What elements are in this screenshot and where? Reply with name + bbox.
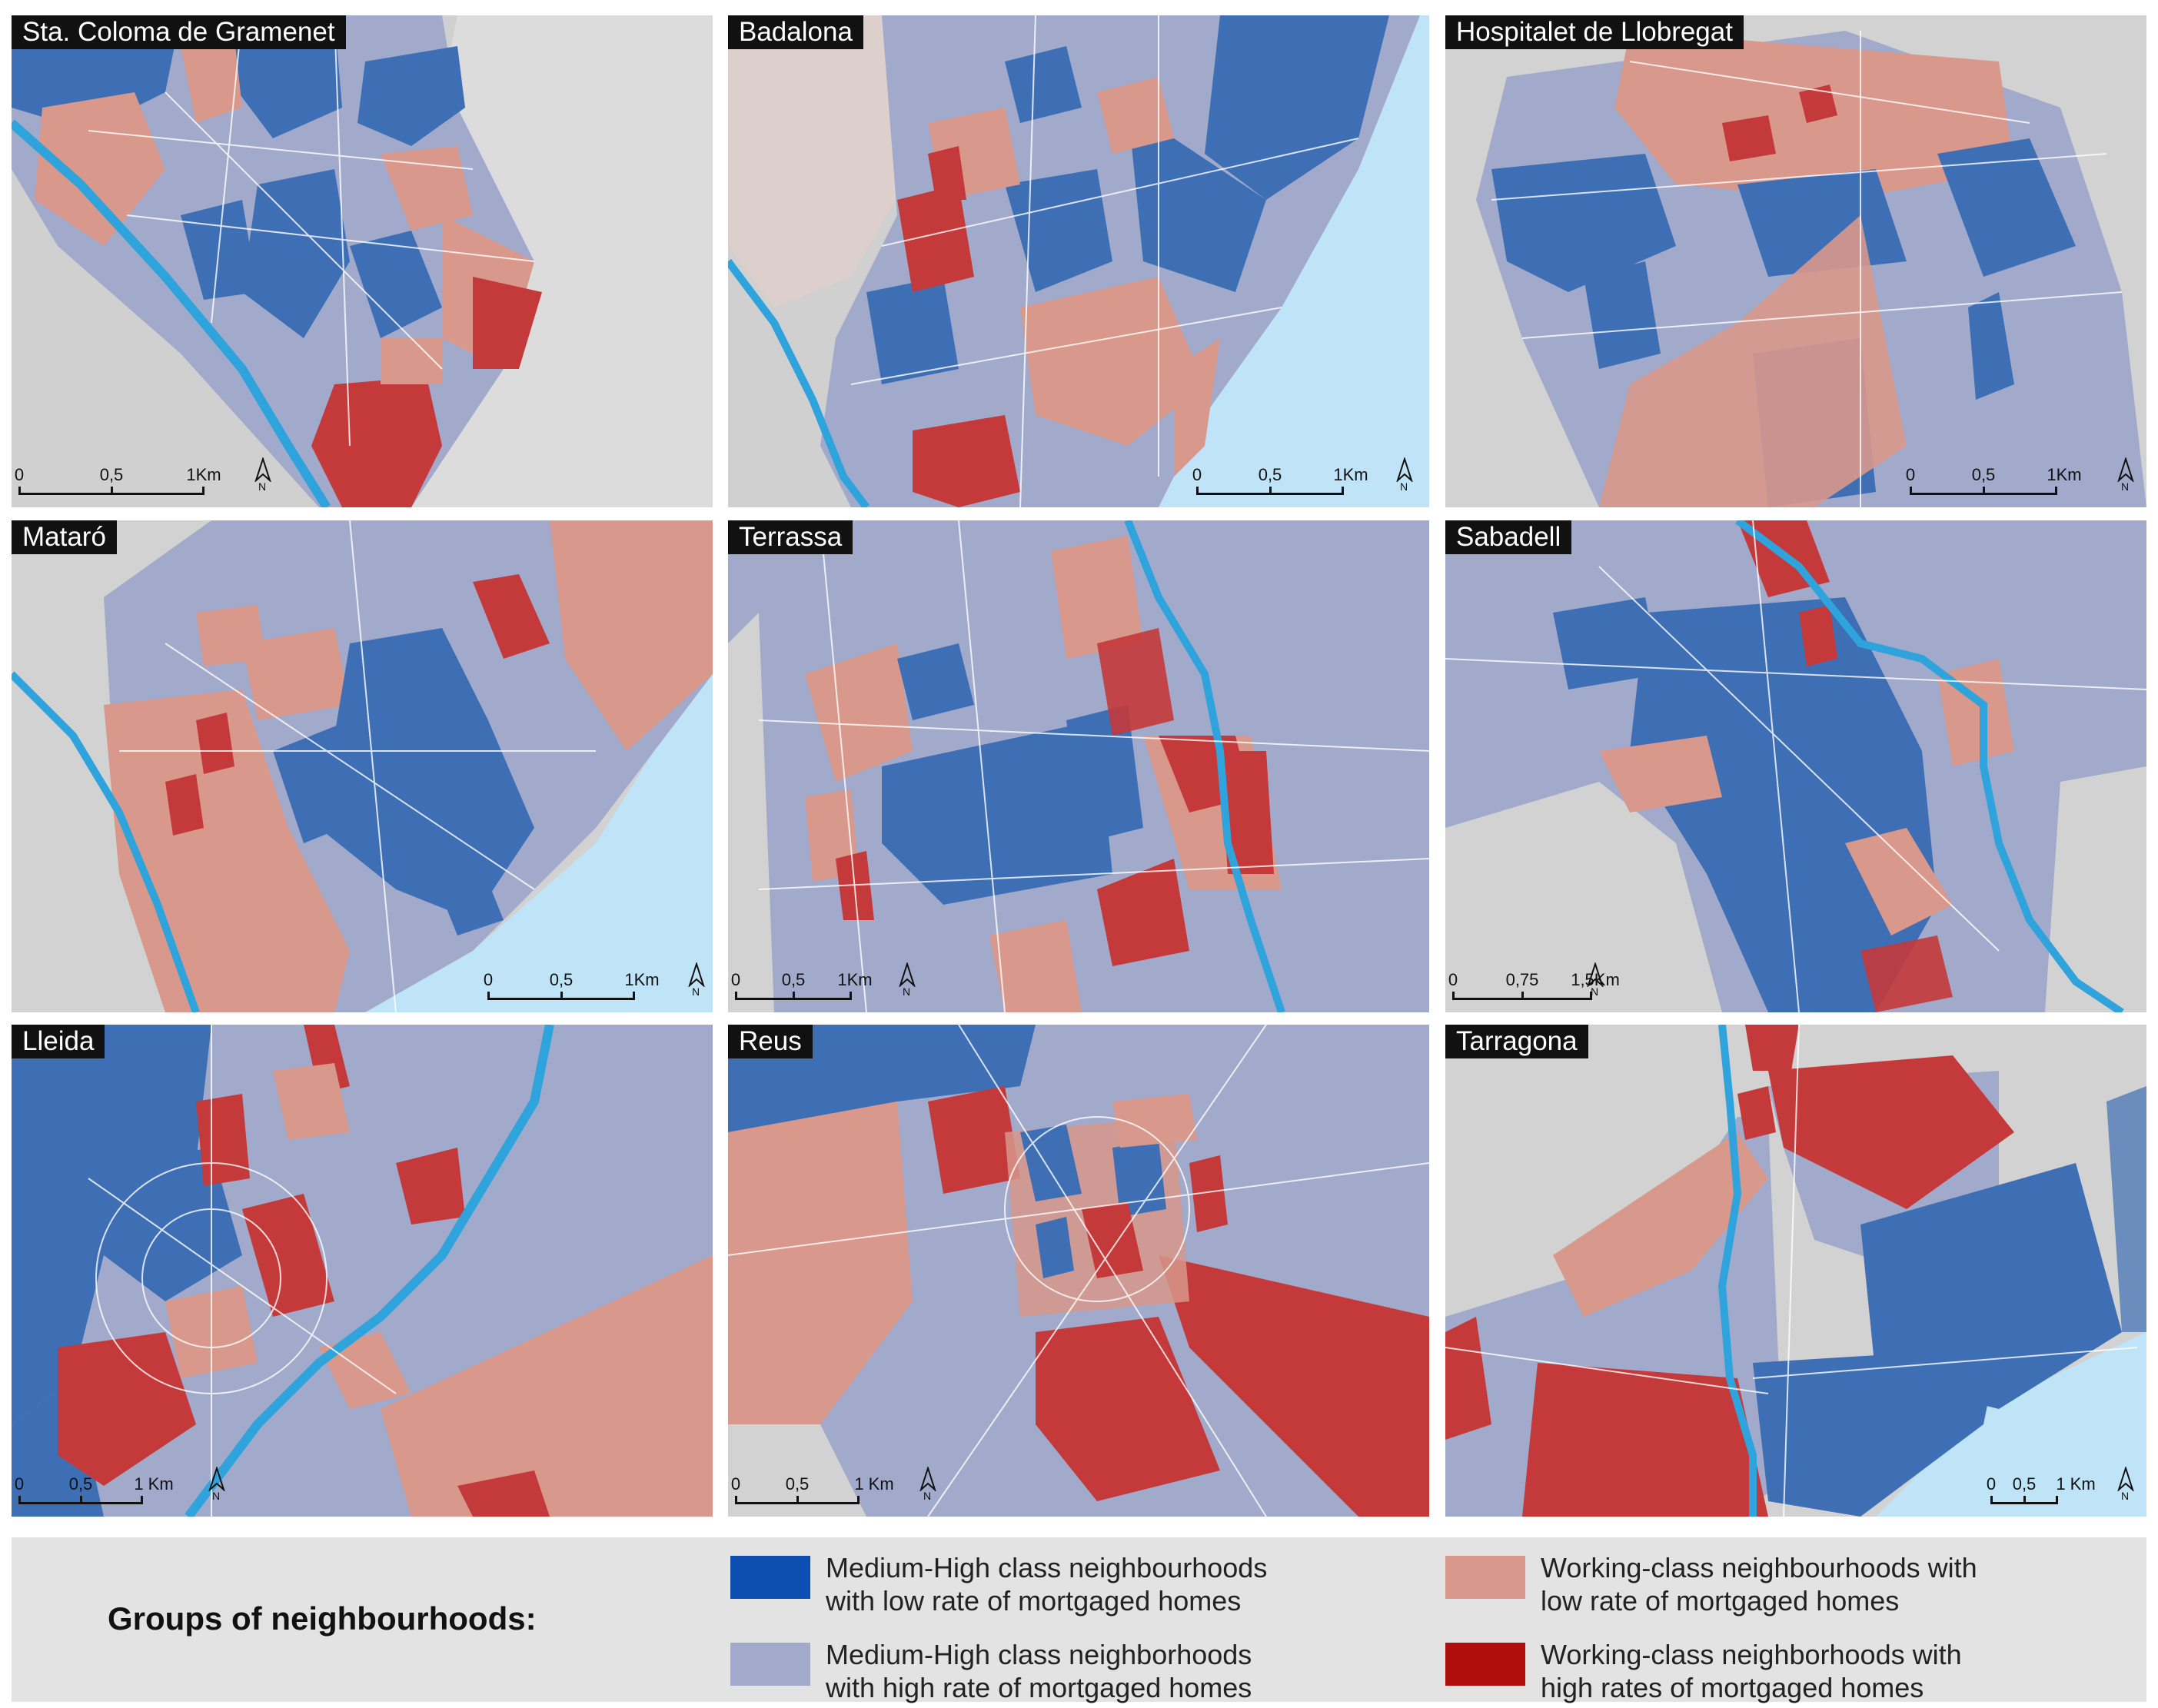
legend-text-line: with high rate of mortgaged homes bbox=[826, 1672, 1252, 1703]
legend-swatch bbox=[1445, 1556, 1525, 1599]
legend-item-medium-high-high: Medium-High class neighborhoods with hig… bbox=[730, 1638, 1252, 1704]
scale-tick: 1 Km bbox=[2056, 1474, 2096, 1494]
scale-tick: 0,5 bbox=[549, 970, 574, 989]
map-sabadell bbox=[1445, 520, 2146, 1012]
north-arrow-icon: N bbox=[2114, 457, 2137, 496]
north-label: N bbox=[2121, 1490, 2130, 1502]
map-sta-coloma bbox=[12, 15, 713, 507]
map-mataro bbox=[12, 520, 713, 1012]
scale-bar: 0 0,75 1,5Km bbox=[1448, 970, 1626, 1012]
legend-title: Groups of neighbourhoods: bbox=[108, 1600, 537, 1637]
scale-tick: 0 bbox=[730, 970, 741, 989]
north-arrow-icon: N bbox=[251, 457, 274, 496]
panel-title: Mataró bbox=[12, 520, 117, 554]
scale-bar: 0 0,5 1Km bbox=[1192, 465, 1393, 507]
map-panel-hospitalet: Hospitalet de Llobregat 0 0,5 1Km N bbox=[1445, 15, 2146, 507]
legend-item-medium-high-low: Medium-High class neighbourhoods with lo… bbox=[730, 1551, 1267, 1617]
legend-text-line: Working-class neighborhoods with bbox=[1541, 1639, 1962, 1670]
scale-bar: 0 0,5 1Km bbox=[14, 465, 221, 507]
scale-bar: 0 0,5 1 Km bbox=[730, 1474, 901, 1517]
panel-title: Hospitalet de Llobregat bbox=[1445, 15, 1744, 49]
scale-tick: 1 Km bbox=[854, 1474, 894, 1494]
map-terrassa bbox=[728, 520, 1429, 1012]
scale-tick: 0 bbox=[1448, 970, 1458, 989]
map-panel-sta-coloma: Sta. Coloma de Gramenet 0 0,5 1Km N bbox=[12, 15, 713, 507]
scale-tick: 0,75 bbox=[1505, 970, 1539, 989]
north-label: N bbox=[1400, 480, 1408, 493]
north-arrow-icon: N bbox=[1584, 962, 1607, 1001]
north-label: N bbox=[212, 1490, 221, 1502]
panel-title: Reus bbox=[728, 1025, 813, 1058]
north-arrow-icon: N bbox=[1393, 457, 1416, 496]
scale-tick: 0 bbox=[483, 970, 494, 989]
scale-bar: 0 0,5 1 Km bbox=[1987, 1474, 2133, 1517]
north-arrow-icon: N bbox=[2114, 1467, 2137, 1505]
scale-tick: 1Km bbox=[624, 970, 660, 989]
map-panel-sabadell: Sabadell 0 0,75 1,5Km N bbox=[1445, 520, 2146, 1012]
scale-tick: 0 bbox=[730, 1474, 741, 1494]
scale-tick: 1Km bbox=[837, 970, 873, 989]
legend-text-line: Medium-High class neighborhoods bbox=[826, 1639, 1252, 1670]
legend-text-line: low rate of mortgaged homes bbox=[1541, 1585, 1900, 1617]
panel-title: Tarragona bbox=[1445, 1025, 1588, 1058]
map-panel-reus: Reus 0 0,5 1 Km N bbox=[728, 1025, 1429, 1517]
map-panel-badalona: Badalona 0 0,5 1Km N bbox=[728, 15, 1429, 507]
scale-tick: 1Km bbox=[186, 465, 221, 484]
scale-bar: 0 0,5 1Km bbox=[484, 970, 684, 1012]
scale-tick: 0,5 bbox=[68, 1474, 93, 1494]
panel-title: Badalona bbox=[728, 15, 863, 49]
map-panel-tarragona: Tarragona 0 0,5 1 Km N bbox=[1445, 1025, 2146, 1517]
scale-tick: 1Km bbox=[1333, 465, 1368, 484]
legend-text-line: Medium-High class neighbourhoods bbox=[826, 1552, 1268, 1583]
panel-title: Sabadell bbox=[1445, 520, 1572, 554]
map-reus bbox=[728, 1025, 1429, 1517]
north-label: N bbox=[923, 1490, 932, 1502]
north-arrow-icon: N bbox=[916, 1467, 939, 1505]
scale-tick: 1 Km bbox=[134, 1474, 174, 1494]
scale-tick: 0 bbox=[1192, 465, 1202, 484]
scale-tick: 0,5 bbox=[785, 1474, 810, 1494]
north-arrow-icon: N bbox=[685, 962, 708, 1001]
scale-tick: 0,5 bbox=[99, 465, 124, 484]
legend-swatch bbox=[730, 1643, 810, 1686]
map-hospitalet bbox=[1445, 15, 2146, 507]
legend-text-line: with low rate of mortgaged homes bbox=[826, 1585, 1242, 1617]
map-badalona bbox=[728, 15, 1429, 507]
scale-tick: 0,5 bbox=[2012, 1474, 2037, 1494]
map-lleida bbox=[12, 1025, 713, 1517]
scale-tick: 1Km bbox=[2047, 465, 2082, 484]
scale-bar: 0 0,5 1Km bbox=[1905, 465, 2106, 507]
scale-tick: 0 bbox=[14, 465, 25, 484]
north-label: N bbox=[258, 480, 267, 493]
north-label: N bbox=[692, 985, 700, 998]
panel-title: Lleida bbox=[12, 1025, 105, 1058]
legend-item-working-low: Working-class neighbourhoods with low ra… bbox=[1445, 1551, 1977, 1617]
map-panel-mataro: Mataró 0 0,5 1Km N bbox=[12, 520, 713, 1012]
north-label: N bbox=[903, 985, 911, 998]
north-label: N bbox=[1591, 985, 1599, 998]
map-panel-lleida: Lleida 0 0,5 1 Km N bbox=[12, 1025, 713, 1517]
legend-text-line: Working-class neighbourhoods with bbox=[1541, 1552, 1977, 1583]
panel-title: Terrassa bbox=[728, 520, 853, 554]
scale-tick: 0 bbox=[1905, 465, 1916, 484]
legend-item-working-high: Working-class neighborhoods with high ra… bbox=[1445, 1638, 1962, 1704]
legend: Groups of neighbourhoods: Medium-High cl… bbox=[12, 1537, 2146, 1704]
north-arrow-icon: N bbox=[205, 1467, 228, 1505]
scale-tick: 0 bbox=[1986, 1474, 1997, 1494]
scale-tick: 0,5 bbox=[781, 970, 806, 989]
north-label: N bbox=[2121, 480, 2130, 493]
scale-bar: 0 0,5 1 Km bbox=[14, 1474, 174, 1517]
scale-tick: 0,5 bbox=[1258, 465, 1282, 484]
panel-title: Sta. Coloma de Gramenet bbox=[12, 15, 346, 49]
legend-swatch bbox=[730, 1556, 810, 1599]
scale-tick: 0 bbox=[14, 1474, 25, 1494]
map-tarragona bbox=[1445, 1025, 2146, 1517]
scale-bar: 0 0,5 1Km bbox=[730, 970, 886, 1012]
scale-tick: 0,5 bbox=[1971, 465, 1996, 484]
north-arrow-icon: N bbox=[896, 962, 919, 1001]
map-panel-terrassa: Terrassa 0 0,5 1Km N bbox=[728, 520, 1429, 1012]
legend-text-line: high rates of mortgaged homes bbox=[1541, 1672, 1924, 1703]
legend-swatch bbox=[1445, 1643, 1525, 1686]
